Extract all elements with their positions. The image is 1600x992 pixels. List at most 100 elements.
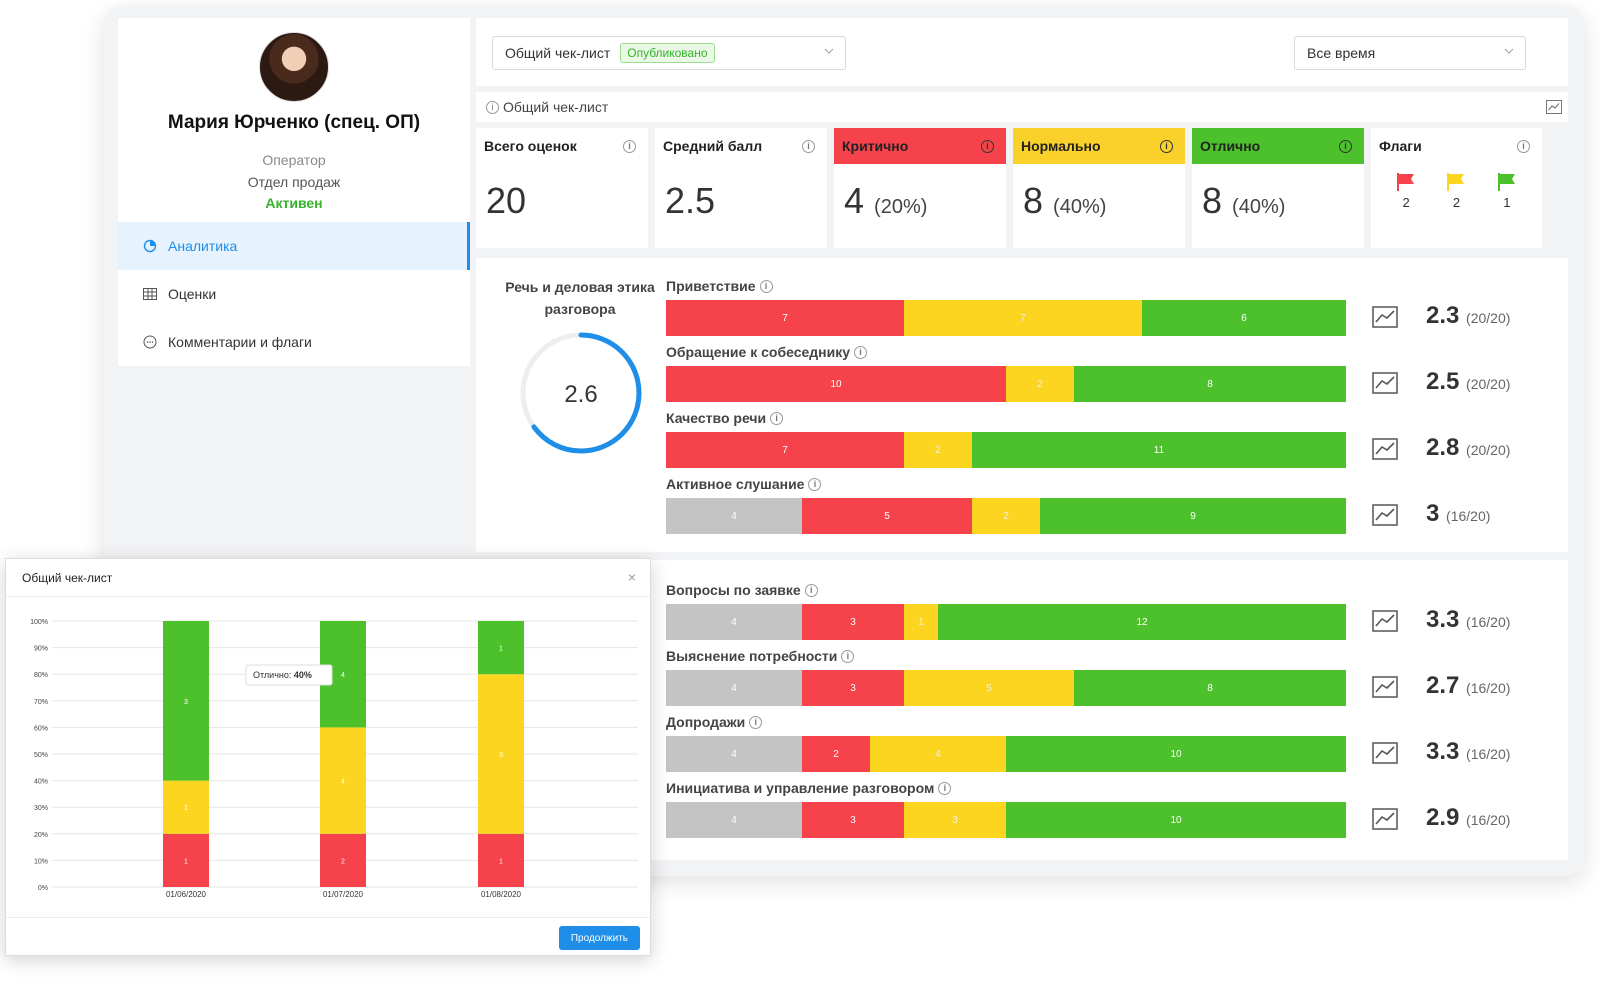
stat-value: 2.5 — [655, 164, 827, 222]
trend-chart-icon[interactable] — [1372, 306, 1398, 333]
y-tick-label: 50% — [34, 752, 48, 759]
criterion-bar[interactable]: 4 3 1 12 — [666, 604, 1346, 640]
info-icon[interactable]: i — [981, 140, 994, 153]
bar-segment-grey[interactable]: 4 — [666, 802, 802, 838]
stat-percent: (20%) — [874, 196, 927, 218]
info-icon[interactable]: i — [938, 782, 951, 795]
bar-segment-grey[interactable]: 4 — [666, 670, 802, 706]
flag-green[interactable]: 1 — [1496, 172, 1518, 210]
flag-count: 1 — [1496, 195, 1518, 210]
criterion-bar[interactable]: 10 2 8 — [666, 366, 1346, 402]
tooltip-text: Отлично: 40% — [253, 670, 312, 680]
bar-segment-yellow[interactable]: 5 — [904, 670, 1074, 706]
criterion-row: Вопросы по заявке i 4 3 1 12 3.3 (16/20) — [666, 580, 1546, 646]
period-select[interactable]: Все время — [1294, 36, 1526, 70]
criterion-bar[interactable]: 4 3 3 10 — [666, 802, 1346, 838]
continue-button[interactable]: Продолжить — [559, 926, 640, 950]
sidebar-item-label: Аналитика — [168, 238, 237, 254]
info-icon[interactable]: i — [854, 346, 867, 359]
data-label: 3 — [184, 699, 188, 706]
bar-segment-red[interactable]: 2 — [802, 736, 870, 772]
info-icon[interactable]: i — [1517, 140, 1530, 153]
bar-segment-green[interactable]: 6 — [1142, 300, 1346, 336]
trend-chart-icon[interactable] — [1372, 676, 1398, 703]
table-icon — [142, 286, 158, 302]
profile-name: Мария Юрченко (спец. ОП) — [118, 112, 470, 134]
close-icon[interactable]: × — [628, 569, 636, 585]
bar-segment-yellow[interactable]: 2 — [904, 432, 972, 468]
bar-segment-grey[interactable]: 4 — [666, 736, 802, 772]
bar-segment-yellow[interactable]: 4 — [870, 736, 1006, 772]
sidebar-nav: Аналитика Оценки Комментарии и флаги — [118, 222, 470, 366]
section-title: Общий чек-лист — [503, 99, 608, 115]
bar-segment-red[interactable]: 7 — [666, 300, 904, 336]
criterion-bar[interactable]: 7 2 11 — [666, 432, 1346, 468]
bar-segment-red[interactable]: 7 — [666, 432, 904, 468]
trend-chart-icon[interactable] — [1372, 438, 1398, 465]
bar-segment-green[interactable]: 8 — [1074, 670, 1346, 706]
info-icon[interactable]: i — [841, 650, 854, 663]
bar-segment-yellow[interactable]: 7 — [904, 300, 1142, 336]
criterion-bar[interactable]: 4 2 4 10 — [666, 736, 1346, 772]
bar-segment-green[interactable]: 10 — [1006, 736, 1346, 772]
info-icon[interactable]: i — [805, 584, 818, 597]
gauge-value: 2.6 — [564, 381, 597, 408]
bar-segment-yellow[interactable]: 3 — [904, 802, 1006, 838]
sidebar-item-comments[interactable]: Комментарии и флаги — [118, 318, 470, 366]
sidebar-item-analytics[interactable]: Аналитика — [118, 222, 470, 270]
yellow-flag-icon — [1445, 172, 1467, 192]
bar-segment-green[interactable]: 12 — [938, 604, 1346, 640]
info-icon[interactable]: i — [486, 101, 499, 114]
bar-segment-red[interactable]: 5 — [802, 498, 972, 534]
trend-chart-icon[interactable] — [1546, 100, 1562, 117]
flag-yellow[interactable]: 2 — [1445, 172, 1467, 210]
bar-segment-red[interactable]: 3 — [802, 802, 904, 838]
data-label: 2 — [341, 858, 345, 865]
stat-percent: (40%) — [1232, 196, 1285, 218]
bar-segment-green[interactable]: 11 — [972, 432, 1346, 468]
y-tick-label: 80% — [34, 672, 48, 679]
y-tick-label: 30% — [34, 805, 48, 812]
trend-chart-icon[interactable] — [1372, 372, 1398, 399]
bar-segment-green[interactable]: 10 — [1006, 802, 1346, 838]
bar-segment-green[interactable]: 8 — [1074, 366, 1346, 402]
bar-segment-green[interactable]: 9 — [1040, 498, 1346, 534]
stat-label: Критично — [842, 138, 908, 154]
trend-chart-icon[interactable] — [1372, 504, 1398, 531]
bar-segment-yellow[interactable]: 2 — [972, 498, 1040, 534]
bar-segment-red[interactable]: 10 — [666, 366, 1006, 402]
sidebar-item-ratings[interactable]: Оценки — [118, 270, 470, 318]
info-icon[interactable]: i — [760, 280, 773, 293]
trend-chart-icon[interactable] — [1372, 808, 1398, 835]
bar-segment-red[interactable]: 3 — [802, 604, 904, 640]
info-icon[interactable]: i — [1339, 140, 1352, 153]
flag-red[interactable]: 2 — [1395, 172, 1417, 210]
y-tick-label: 60% — [34, 725, 48, 732]
criterion-score: 3 (16/20) — [1426, 500, 1490, 528]
x-tick-label: 01/06/2020 — [166, 890, 207, 899]
bar-segment-red[interactable]: 3 — [802, 670, 904, 706]
y-tick-label: 40% — [34, 779, 48, 786]
criterion-label: Выяснение потребности — [666, 648, 837, 664]
criterion-label: Приветствие — [666, 278, 756, 294]
info-icon[interactable]: i — [802, 140, 815, 153]
bar-segment-grey[interactable]: 4 — [666, 604, 802, 640]
bar-segment-grey[interactable]: 4 — [666, 498, 802, 534]
info-icon[interactable]: i — [1160, 140, 1173, 153]
info-icon[interactable]: i — [808, 478, 821, 491]
info-icon[interactable]: i — [623, 140, 636, 153]
data-label: 4 — [341, 779, 345, 786]
trend-chart-icon[interactable] — [1372, 742, 1398, 769]
checklist-select[interactable]: Общий чек-лист Опубликовано — [492, 36, 846, 70]
bar-segment-yellow[interactable]: 2 — [1006, 366, 1074, 402]
trend-chart-icon[interactable] — [1372, 610, 1398, 637]
criterion-score: 3.3 (16/20) — [1426, 738, 1510, 766]
info-icon[interactable]: i — [770, 412, 783, 425]
info-icon[interactable]: i — [749, 716, 762, 729]
bar-segment-yellow[interactable]: 1 — [904, 604, 938, 640]
criterion-row: Выяснение потребности i 4358 2.7 (16/20) — [666, 646, 1546, 712]
criterion-label: Активное слушание — [666, 476, 804, 492]
